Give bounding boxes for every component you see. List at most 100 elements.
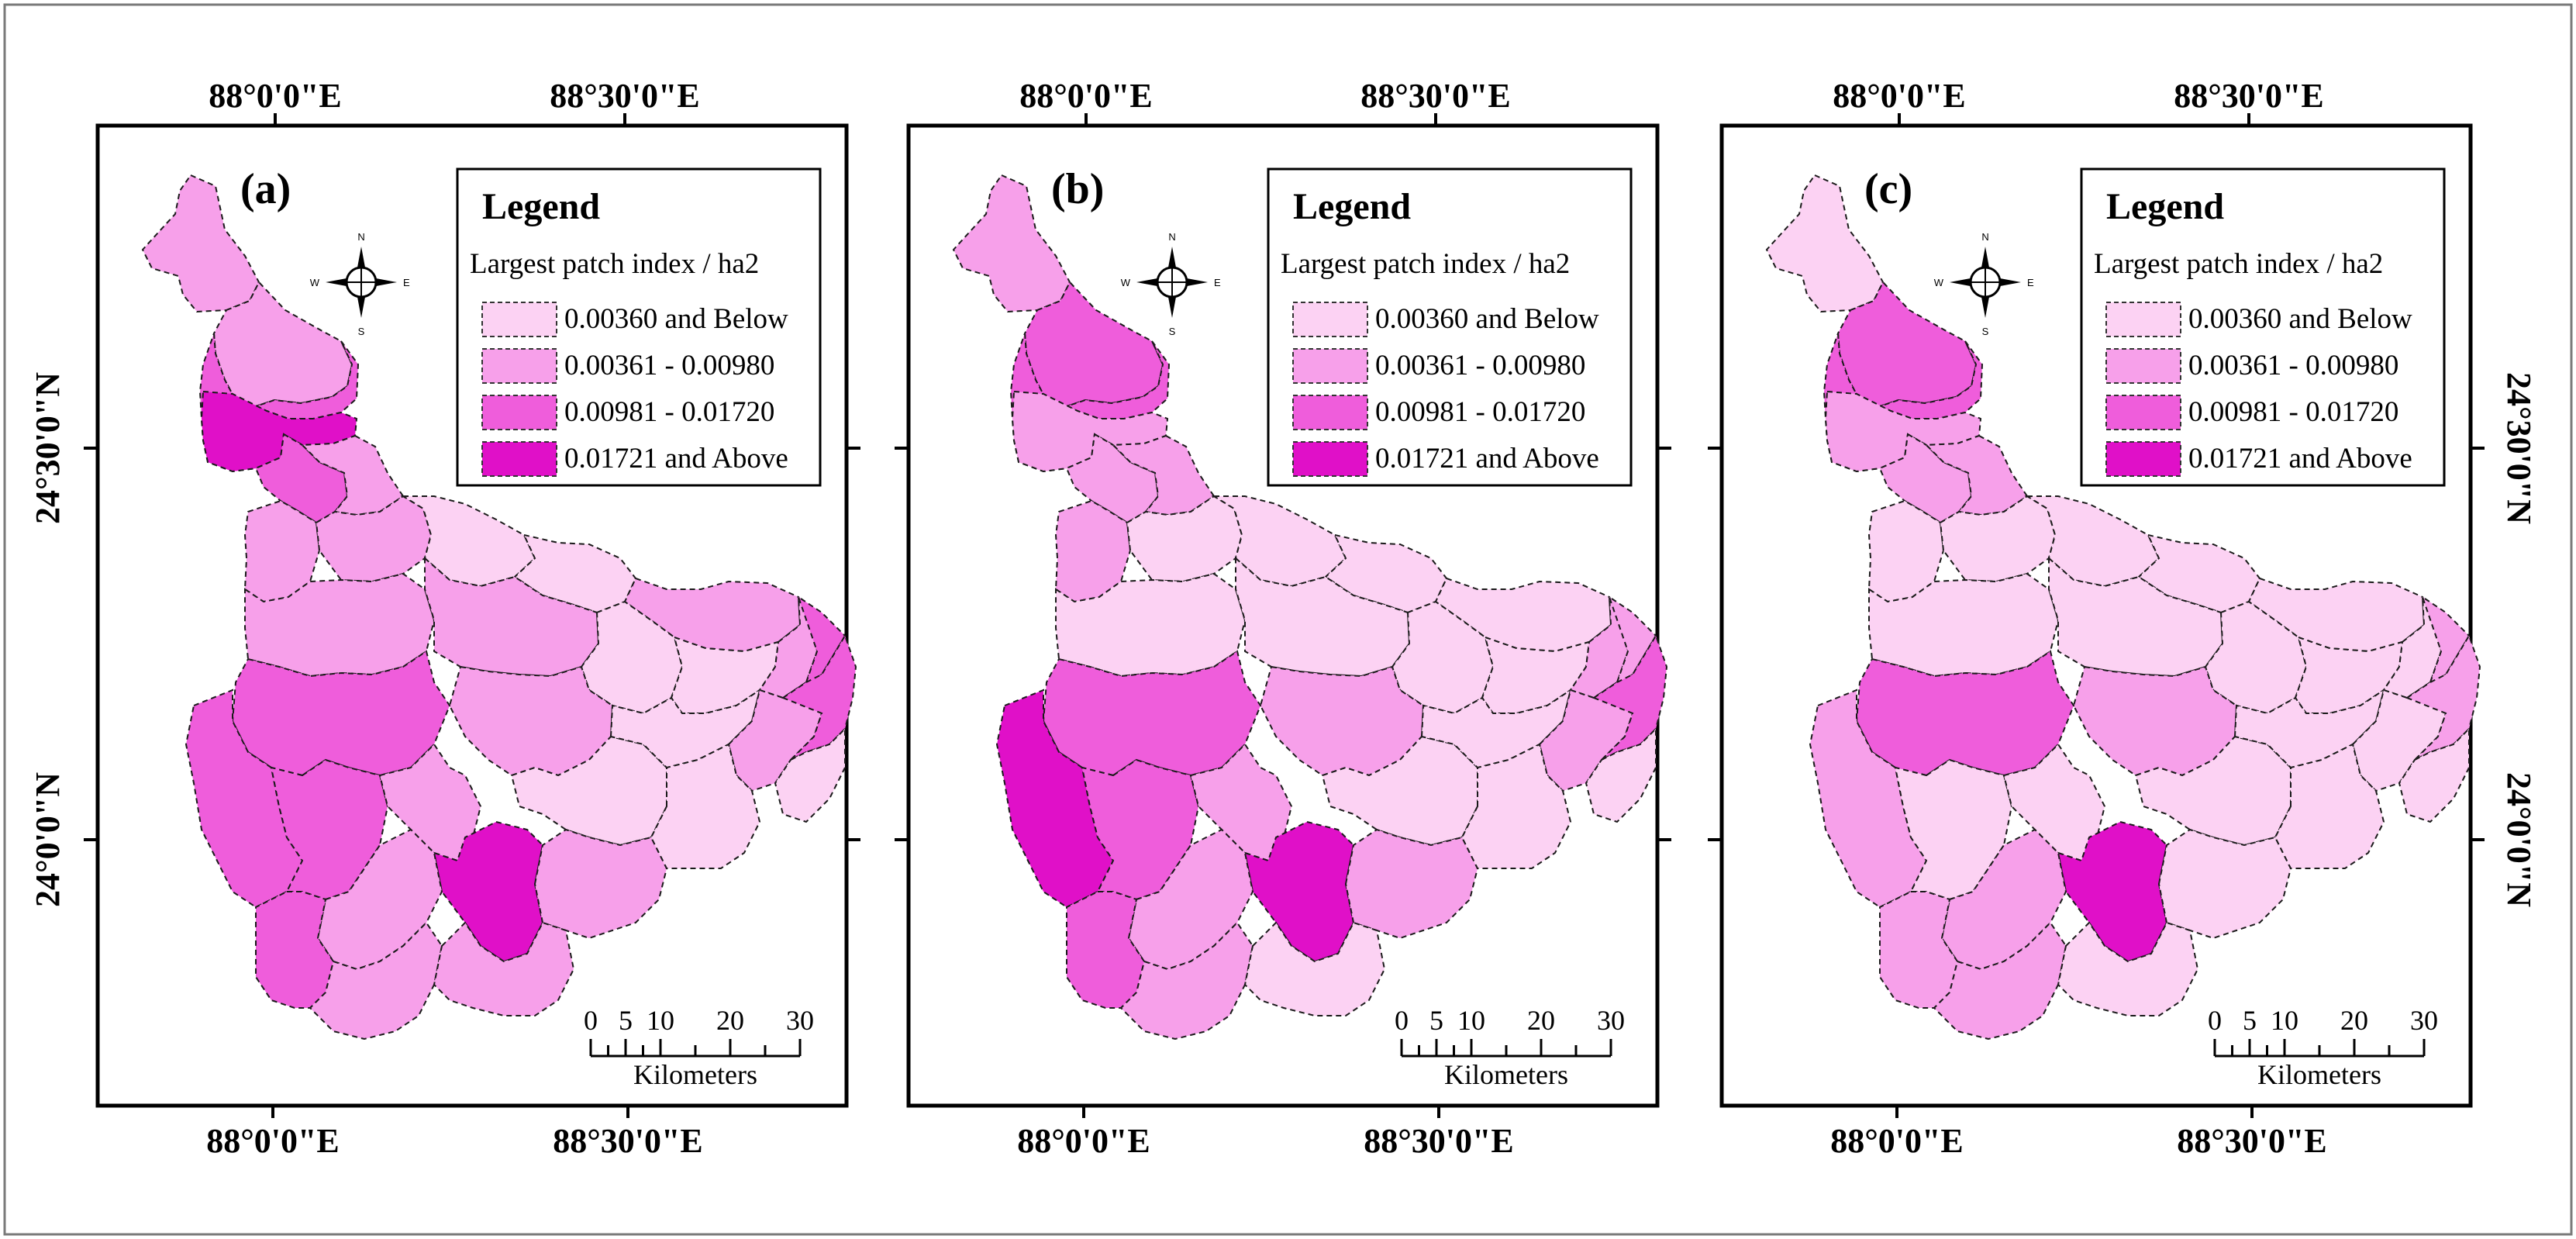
district-polygon [2233, 688, 2385, 769]
district-polygon [650, 743, 761, 869]
legend-swatch [481, 395, 557, 430]
district-polygon [670, 636, 780, 714]
coord-label-top-right: 88°30'0"E [550, 77, 700, 115]
scale-tick-label: 30 [2410, 1005, 2438, 1036]
legend-swatch [2105, 441, 2181, 477]
compass-s: S [1169, 326, 1176, 337]
legend-item-label: 0.00360 and Below [564, 303, 788, 335]
district-polygon [1608, 595, 1657, 691]
legend-swatch [1292, 302, 1368, 337]
map-panel-c: 88°0'0"E 88°30'0"E 88°0'0"E 88°30'0"E 24°30'… [1708, 77, 2538, 1160]
legend-item-label: 0.00361 - 0.00980 [2188, 350, 2398, 381]
district-polygon [797, 595, 847, 691]
district-polygon [309, 921, 443, 1041]
district-polygon [2072, 665, 2238, 777]
compass-w: W [310, 277, 320, 288]
district-polygon [1235, 556, 1411, 678]
scale-tick-label: 30 [786, 1005, 814, 1036]
district-polygon [244, 572, 436, 678]
coord-label-bottom-left: 88°0'0"E [206, 1122, 340, 1160]
map-panel-a: 88°0'0"E 88°30'0"E 88°0'0"E 88°30'0"E 24°30'… [29, 77, 860, 1160]
scale-bar: 0 5 10 20 30 Kilometers [2208, 1005, 2438, 1090]
district-polygon [2157, 828, 2292, 940]
district-polygon [1211, 495, 1347, 588]
legend-item-label: 0.00361 - 0.00980 [564, 350, 774, 381]
scale-tick-label: 5 [2243, 1005, 2257, 1036]
north-arrow-icon: N S E W [1934, 231, 2034, 337]
compass-e: E [1214, 277, 1221, 288]
legend-swatch [481, 441, 557, 477]
district-polygon [1064, 340, 1171, 419]
district-polygon [533, 828, 668, 940]
legend-swatch [2105, 395, 2181, 430]
legend: Legend Largest patch index / ha2 0.00360 a… [456, 167, 822, 487]
legend-item-label: 0.01721 and Above [2188, 443, 2412, 475]
district-polygon [2048, 556, 2224, 678]
scale-tick-label: 0 [1395, 1005, 1409, 1036]
coord-label-bottom-right: 88°30'0"E [553, 1122, 703, 1160]
legend-swatch [481, 302, 557, 337]
scale-tick-label: 20 [1527, 1005, 1555, 1036]
district-polygon [254, 433, 349, 524]
legend-item-label: 0.00981 - 0.01720 [1375, 396, 1585, 428]
district-polygon [1324, 533, 1448, 614]
coord-label-top-right: 88°30'0"E [2174, 77, 2324, 115]
district-polygon [424, 556, 600, 678]
district-polygon [2274, 743, 2385, 869]
figure-border [3, 3, 2573, 1236]
coord-label-top-left: 88°0'0"E [1833, 77, 1966, 115]
district-polygon [1878, 433, 1973, 524]
district-polygon [1259, 665, 1425, 777]
compass-e: E [403, 277, 410, 288]
district-polygon [231, 650, 451, 777]
coord-label-top-right: 88°30'0"E [1360, 77, 1511, 115]
district-polygon [2398, 726, 2470, 823]
district-polygon [1481, 636, 1591, 714]
district-polygon [2024, 495, 2160, 588]
scale-unit-label: Kilometers [633, 1059, 757, 1090]
district-polygon [774, 726, 846, 823]
compass-s: S [358, 326, 365, 337]
scale-tick-label: 5 [1429, 1005, 1443, 1036]
legend-swatch [481, 348, 557, 384]
scale-unit-label: Kilometers [1444, 1059, 1568, 1090]
district-polygon [1065, 433, 1160, 524]
district-polygon [315, 495, 433, 583]
district-map [1765, 174, 2481, 1041]
district-map [141, 174, 857, 1041]
legend-item-label: 0.00981 - 0.01720 [564, 396, 774, 428]
scale-tick-label: 10 [647, 1005, 674, 1036]
district-polygon [1321, 735, 1478, 847]
district-polygon [253, 340, 360, 419]
legend-item-label: 0.01721 and Above [564, 443, 788, 475]
panel-label: (a) [240, 165, 291, 213]
coord-label-bottom-left: 88°0'0"E [1830, 1122, 1964, 1160]
district-polygon [1939, 495, 2057, 583]
legend-swatch [1292, 395, 1368, 430]
legend-subtitle: Largest patch index / ha2 [1281, 248, 1570, 280]
coord-label-lat-lower: 24°0'0"N [2500, 772, 2538, 907]
legend: Legend Largest patch index / ha2 0.00360 a… [2080, 167, 2446, 487]
north-arrow-icon: N S E W [310, 231, 410, 337]
district-polygon [433, 921, 575, 1016]
district-polygon [1066, 891, 1146, 1009]
district-polygon [1420, 688, 1572, 769]
district-polygon [1042, 650, 1262, 777]
district-polygon [1879, 891, 1959, 1009]
panel-label: (b) [1051, 165, 1104, 213]
coord-label-bottom-left: 88°0'0"E [1017, 1122, 1150, 1160]
compass-e: E [2027, 277, 2034, 288]
scale-tick-label: 20 [2340, 1005, 2368, 1036]
compass-w: W [1934, 277, 1944, 288]
compass-n: N [1981, 231, 1988, 243]
district-polygon [1189, 743, 1293, 862]
legend-subtitle: Largest patch index / ha2 [470, 248, 759, 280]
district-polygon [1460, 743, 1572, 869]
district-polygon [1055, 572, 1247, 678]
north-arrow-icon: N S E W [1121, 231, 1221, 337]
district-polygon [2002, 743, 2106, 862]
compass-w: W [1121, 277, 1131, 288]
district-polygon [1878, 340, 1984, 419]
compass-s: S [1982, 326, 1989, 337]
